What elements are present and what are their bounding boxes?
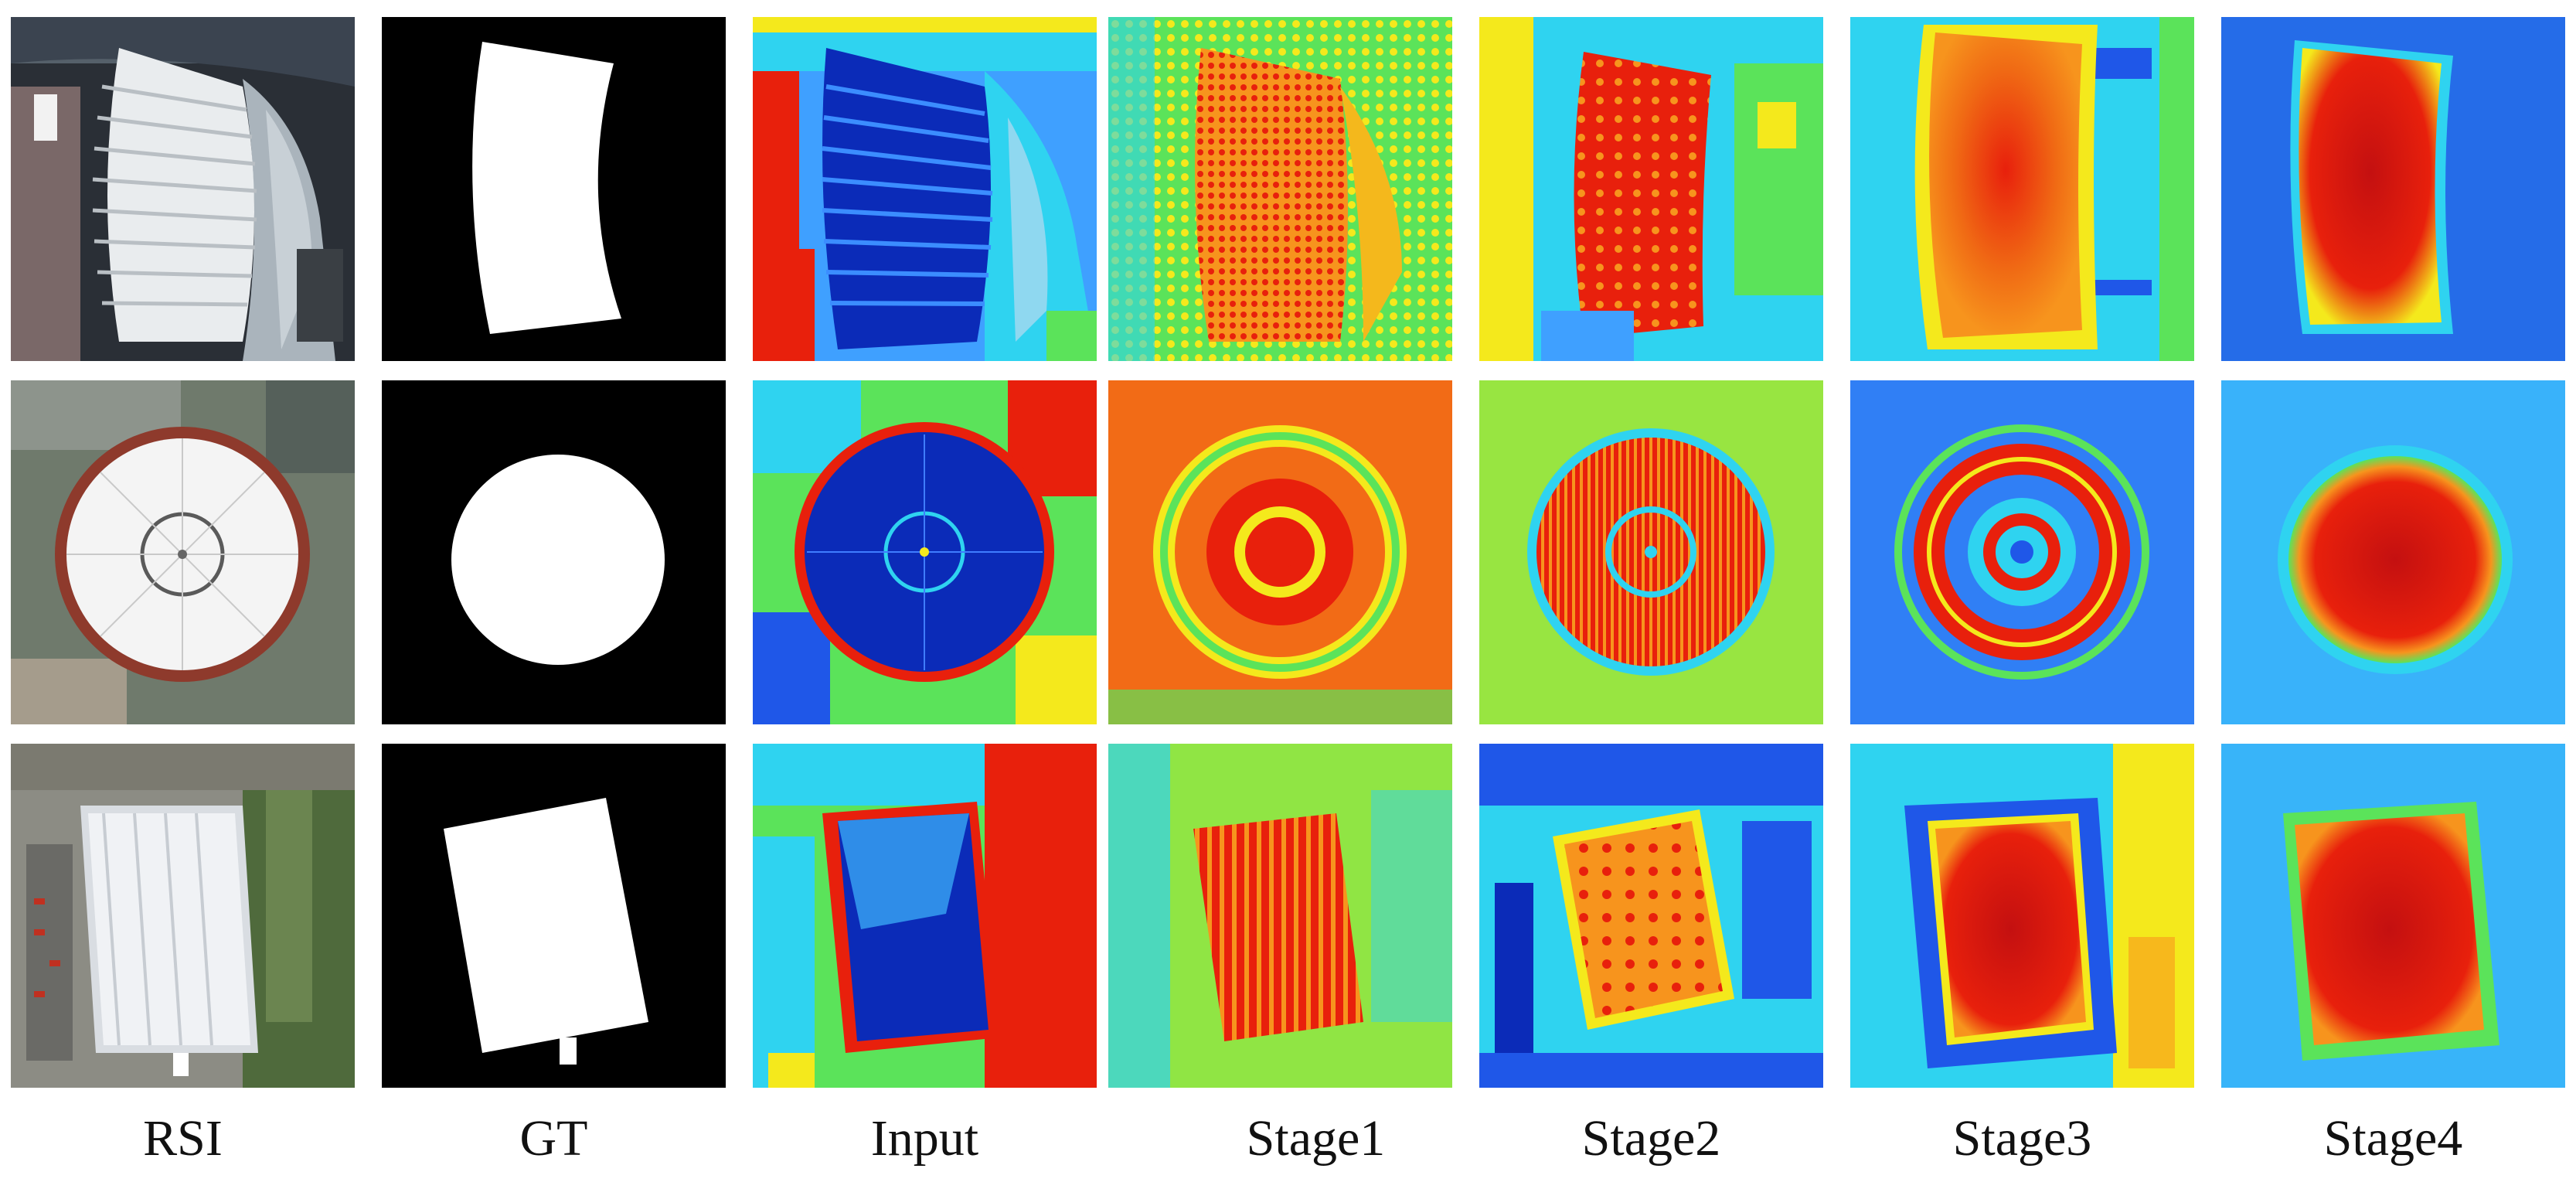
row3-stage2-heatmap [1479,744,1823,1088]
row3-stage4-heatmap [2221,744,2565,1088]
row3-stage3-heatmap [1850,744,2194,1088]
row2-rsi-image [11,380,355,724]
row2-stage1-heatmap [1108,380,1452,724]
row2-stage3-heatmap [1850,380,2194,724]
row2-stage2-heatmap [1479,380,1823,724]
row2-input-heatmap [753,380,1097,724]
col-label-stage1: Stage1 [1246,1110,1386,1167]
col-label-input: Input [870,1110,979,1167]
col-label-gt: GT [519,1110,588,1167]
row1-input-heatmap [753,17,1097,361]
col-label-stage4: Stage4 [2323,1110,2463,1167]
col-label-rsi: RSI [143,1110,223,1167]
col-label-stage2: Stage2 [1581,1110,1721,1167]
row2-gt-mask [382,380,726,724]
col-label-stage3: Stage3 [1952,1110,2092,1167]
row3-input-heatmap [753,744,1097,1088]
row3-stage1-heatmap [1108,744,1452,1088]
row1-stage1-heatmap [1108,17,1452,361]
row2-stage4-heatmap [2221,380,2565,724]
row1-stage4-heatmap [2221,17,2565,361]
row1-stage3-heatmap [1850,17,2194,361]
row1-rsi-image [11,17,355,361]
row3-rsi-image [11,744,355,1088]
row3-gt-mask [382,744,726,1088]
row1-gt-mask [382,17,726,361]
row1-stage2-heatmap [1479,17,1823,361]
